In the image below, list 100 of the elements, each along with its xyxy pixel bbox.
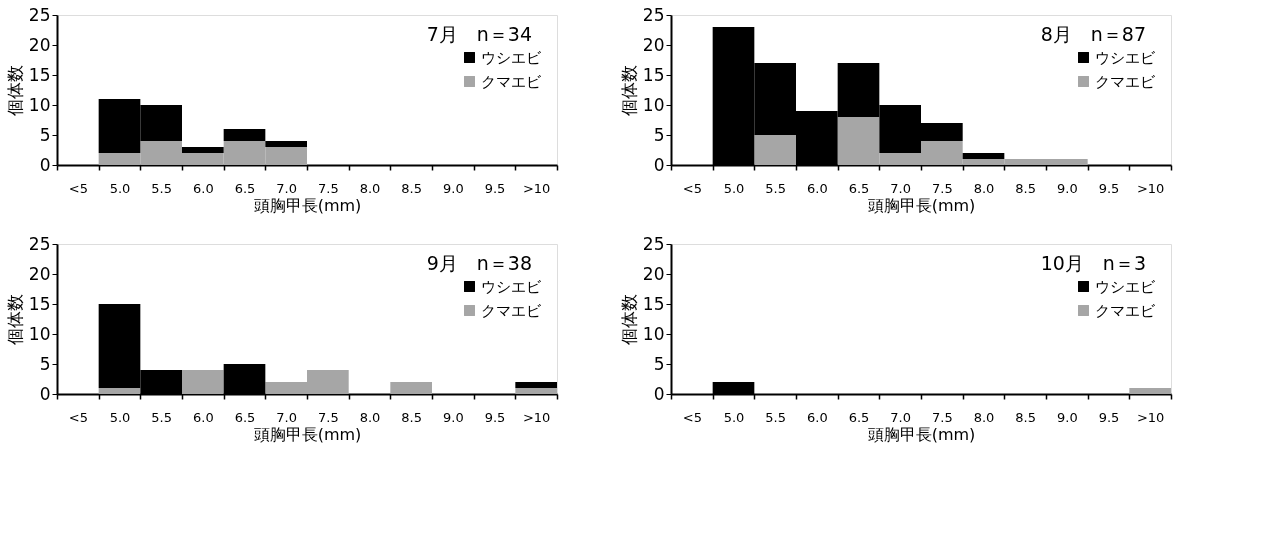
x-tick-label: 7.5 (317, 180, 339, 196)
x-tick-label: 9.0 (442, 180, 464, 196)
legend-label: クマエビ (1095, 301, 1156, 320)
x-tick-label: 9.5 (1098, 409, 1120, 425)
x-tick-label: 6.0 (806, 409, 828, 425)
annotation: 8月 n＝87 (1040, 23, 1146, 45)
x-tick-label: 7.5 (931, 409, 953, 425)
x-tick-label: >10 (1136, 409, 1165, 425)
x-tick-label: 9.0 (442, 409, 464, 425)
y-tick-label: 0 (39, 154, 51, 175)
x-tick-label: 5.5 (765, 409, 787, 425)
x-axis-title: 頭胸甲長(mm) (867, 195, 976, 215)
x-tick-label: 7.5 (931, 180, 953, 196)
x-tick-label: 8.0 (359, 409, 381, 425)
x-tick-label: 5.5 (765, 180, 787, 196)
y-tick-label: 0 (39, 383, 51, 404)
y-tick-label: 15 (642, 293, 665, 314)
x-tick-label: <5 (682, 409, 702, 425)
y-tick-label: 25 (642, 233, 665, 254)
x-tick-label: 6.0 (806, 180, 828, 196)
x-tick-label: <5 (68, 180, 88, 196)
y-tick-label: 5 (653, 353, 665, 374)
y-tick-label: 10 (28, 323, 51, 344)
x-axis-title: 頭胸甲長(mm) (253, 195, 362, 215)
x-tick-label: 8.5 (1015, 180, 1037, 196)
legend-label: ウシエビ (1095, 277, 1156, 296)
x-tick-label: >10 (522, 180, 551, 196)
x-tick-label: 7.0 (890, 409, 912, 425)
y-tick-label: 20 (642, 34, 665, 55)
annotation: 9月 n＝38 (426, 252, 532, 274)
y-tick-label: 20 (28, 34, 51, 55)
x-axis-title: 頭胸甲長(mm) (867, 424, 976, 444)
x-tick-label: 9.5 (1098, 180, 1120, 196)
legend-label: ウシエビ (1095, 48, 1156, 67)
y-axis-title: 個体数 (618, 294, 639, 345)
annotation: 10月 n＝3 (1040, 252, 1146, 274)
y-tick-label: 0 (653, 154, 665, 175)
x-tick-label: 7.0 (276, 409, 298, 425)
x-tick-label: <5 (68, 409, 88, 425)
x-tick-label: 6.0 (192, 180, 214, 196)
x-tick-label: 8.5 (401, 409, 423, 425)
x-tick-label: 8.0 (973, 180, 995, 196)
y-tick-label: 15 (28, 64, 51, 85)
x-tick-label: 7.0 (276, 180, 298, 196)
y-tick-label: 10 (28, 94, 51, 115)
bar (515, 382, 557, 388)
x-tick-label: 5.5 (151, 180, 173, 196)
x-tick-label: 7.0 (890, 180, 912, 196)
x-tick-label: 6.5 (848, 180, 870, 196)
y-tick-label: 10 (642, 94, 665, 115)
bar (754, 135, 796, 165)
x-axis-title: 頭胸甲長(mm) (253, 424, 362, 444)
y-tick-label: 5 (653, 124, 665, 145)
x-tick-label: 5.0 (723, 180, 745, 196)
y-tick-label: 5 (39, 124, 51, 145)
legend-label: クマエビ (1095, 72, 1156, 91)
bar (390, 382, 432, 394)
y-tick-label: 5 (39, 353, 51, 374)
x-tick-label: 5.0 (109, 180, 131, 196)
bar (223, 129, 266, 141)
x-tick-label: 6.5 (234, 409, 256, 425)
x-tick-label: 8.5 (1015, 409, 1037, 425)
x-tick-label: 6.5 (848, 409, 870, 425)
legend-label: ウシエビ (481, 277, 542, 296)
y-tick-label: 25 (28, 233, 51, 254)
annotation: 7月 n＝34 (426, 23, 532, 45)
x-tick-label: 5.5 (151, 409, 173, 425)
legend-label: ウシエビ (481, 48, 542, 67)
x-tick-label: 9.5 (484, 180, 506, 196)
x-tick-label: 6.5 (234, 180, 256, 196)
y-tick-label: 10 (642, 323, 665, 344)
bar (265, 141, 307, 147)
legend-label: クマエビ (481, 72, 542, 91)
x-tick-label: 9.0 (1056, 409, 1078, 425)
y-tick-label: 15 (642, 64, 665, 85)
x-tick-label: 9.0 (1056, 180, 1078, 196)
x-tick-label: <5 (682, 180, 702, 196)
x-tick-label: 8.5 (401, 180, 423, 196)
y-axis-title: 個体数 (618, 65, 639, 116)
y-tick-label: 25 (642, 4, 665, 25)
x-tick-label: 7.5 (317, 409, 339, 425)
x-tick-label: 8.0 (973, 409, 995, 425)
y-axis-title: 個体数 (4, 294, 25, 345)
y-tick-label: 20 (28, 263, 51, 284)
bar (182, 370, 224, 394)
x-tick-label: >10 (522, 409, 551, 425)
y-tick-label: 0 (653, 383, 665, 404)
y-tick-label: 20 (642, 263, 665, 284)
y-tick-label: 15 (28, 293, 51, 314)
y-tick-label: 25 (28, 4, 51, 25)
legend-label: クマエビ (481, 301, 542, 320)
x-tick-label: 5.0 (723, 409, 745, 425)
bar (98, 388, 141, 394)
bar (962, 153, 1005, 159)
y-axis-title: 個体数 (4, 65, 25, 116)
bar (182, 147, 224, 153)
bar (515, 388, 557, 394)
x-tick-label: >10 (1136, 180, 1165, 196)
x-tick-label: 6.0 (192, 409, 214, 425)
x-tick-label: 5.0 (109, 409, 131, 425)
